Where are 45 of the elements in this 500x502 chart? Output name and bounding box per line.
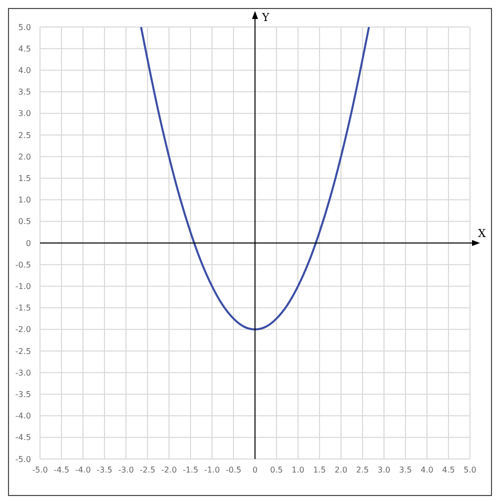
y-tick-label: -2.5 [15, 346, 31, 356]
x-tick-label: 0.5 [270, 466, 283, 475]
y-tick-label: -4.0 [15, 412, 31, 421]
line-series [140, 27, 370, 330]
y-tick-label: -3.5 [15, 390, 31, 400]
y-tick-label: 5.0 [18, 22, 31, 32]
y-tick-label: 2.0 [18, 152, 31, 162]
x-tick-label: 4.0 [420, 466, 434, 475]
y-tick-label: 1.5 [18, 174, 31, 184]
y-tick-label: 4.5 [18, 44, 31, 54]
x-tick-label: -3.0 [118, 466, 134, 475]
x-tick-label: -5.0 [32, 466, 48, 475]
y-tick-label: -5.0 [15, 454, 31, 464]
y-tick-label: -2.0 [15, 325, 31, 334]
y-tick-label: 4.0 [18, 66, 31, 76]
x-tick-label: -4.0 [75, 466, 91, 475]
x-tick-label: 1.0 [292, 466, 304, 475]
y-tick-label: 3.5 [18, 88, 31, 97]
y-tick-label: -1.5 [15, 304, 31, 313]
y-tick-label: 2.5 [18, 130, 31, 140]
x-tick-label: 5.0 [464, 466, 476, 475]
x-tick-label: -2.0 [161, 466, 177, 475]
y-tick-label: -4.5 [15, 433, 31, 442]
x-tick-label: 4.5 [442, 466, 455, 475]
y-tick-label: 1.0 [18, 196, 31, 205]
y-tick-label: -3.0 [15, 368, 31, 378]
y-tick-label: 0.5 [18, 217, 31, 226]
x-tick-label: -4.5 [54, 466, 70, 475]
x-tick-label: -2.5 [140, 466, 156, 475]
x-tick-label: 2.0 [334, 466, 348, 475]
y-tick-label: -1.0 [15, 282, 31, 292]
y-tick-label: 3.0 [18, 109, 31, 118]
x-tick-label: 0 [252, 466, 258, 475]
y-tick-label: 0 [26, 238, 31, 248]
x-tick-label: 2.5 [356, 466, 369, 475]
x-tick-label: -1.5 [182, 466, 198, 475]
x-tick-label: -3.5 [96, 466, 112, 475]
x-tick-label: 1.5 [313, 466, 326, 475]
x-axis-title: X [478, 227, 486, 240]
x-tick-label: -0.5 [226, 466, 242, 475]
x-tick-label: 3.5 [399, 466, 412, 475]
y-axis-title: Y [261, 11, 270, 24]
y-tick-label: -0.5 [15, 260, 31, 270]
x-tick-label: -1.0 [204, 466, 220, 475]
x-tick-label: 3.0 [378, 466, 390, 475]
